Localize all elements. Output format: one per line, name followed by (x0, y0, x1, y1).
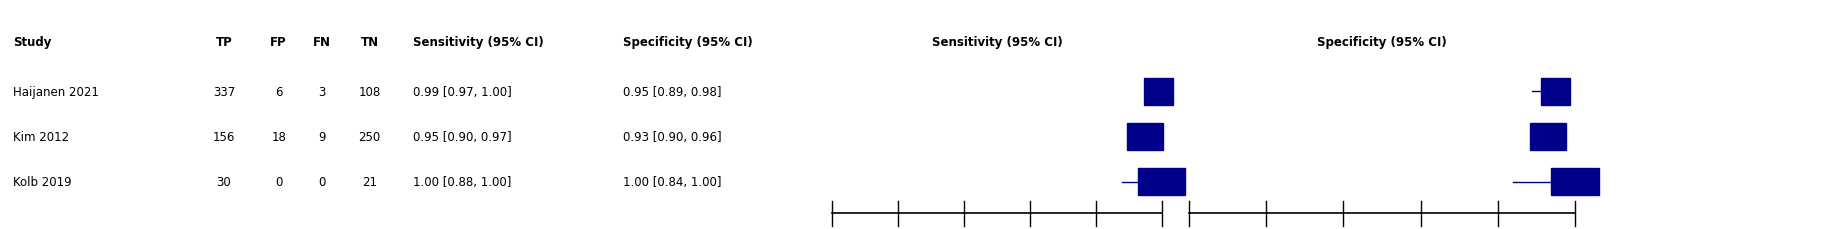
Text: Haijanen 2021: Haijanen 2021 (13, 86, 99, 98)
Text: 9: 9 (318, 131, 326, 143)
Text: TP: TP (215, 36, 232, 49)
Text: FN: FN (313, 36, 331, 49)
Text: Kolb 2019: Kolb 2019 (13, 175, 72, 188)
Text: 250: 250 (359, 131, 381, 143)
Text: 0: 0 (318, 175, 326, 188)
Text: 3: 3 (318, 86, 326, 98)
Bar (1127, 123, 1164, 150)
Bar (1138, 168, 1186, 195)
Text: 0.93 [0.90, 0.96]: 0.93 [0.90, 0.96] (623, 131, 721, 143)
Text: 0: 0 (276, 175, 283, 188)
Bar (1552, 168, 1598, 195)
Text: 337: 337 (213, 86, 235, 98)
Text: 1.00 [0.84, 1.00]: 1.00 [0.84, 1.00] (623, 175, 721, 188)
Text: 1.00 [0.88, 1.00]: 1.00 [0.88, 1.00] (414, 175, 511, 188)
Bar (1144, 79, 1173, 106)
Text: Specificity (95% CI): Specificity (95% CI) (623, 36, 752, 49)
Text: 156: 156 (213, 131, 235, 143)
Text: 0.99 [0.97, 1.00]: 0.99 [0.97, 1.00] (414, 86, 511, 98)
Text: 6: 6 (274, 86, 283, 98)
Text: Kim 2012: Kim 2012 (13, 131, 68, 143)
Text: TN: TN (360, 36, 379, 49)
Text: Sensitivity (95% CI): Sensitivity (95% CI) (414, 36, 544, 49)
Text: 30: 30 (217, 175, 232, 188)
Text: 18: 18 (270, 131, 287, 143)
Text: 21: 21 (362, 175, 377, 188)
Text: 0.95 [0.90, 0.97]: 0.95 [0.90, 0.97] (414, 131, 511, 143)
Bar (1541, 79, 1571, 106)
Text: 108: 108 (359, 86, 381, 98)
Text: FP: FP (270, 36, 287, 49)
Text: Specificity (95% CI): Specificity (95% CI) (1317, 36, 1447, 49)
Text: Sensitivity (95% CI): Sensitivity (95% CI) (932, 36, 1063, 49)
Bar (1530, 123, 1567, 150)
Text: Study: Study (13, 36, 51, 49)
Text: 0.95 [0.89, 0.98]: 0.95 [0.89, 0.98] (623, 86, 721, 98)
